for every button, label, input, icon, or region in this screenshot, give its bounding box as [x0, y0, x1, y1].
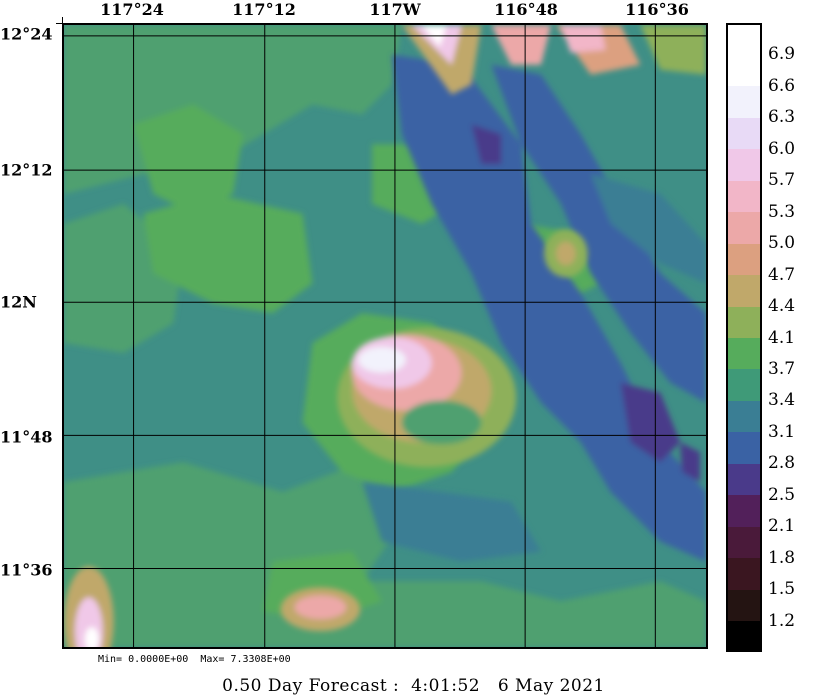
legend-label: 1.2: [768, 610, 796, 631]
tick: [62, 17, 63, 23]
lon-label: 117°24: [100, 0, 164, 19]
lat-label: 11°36: [0, 560, 53, 580]
legend-swatch: [726, 494, 762, 527]
contour-map: [64, 25, 706, 647]
legend-label: 6.6: [768, 75, 796, 96]
lon-label: 117W: [369, 0, 421, 19]
map-area[interactable]: [62, 23, 708, 649]
lon-label: 116°36: [625, 0, 689, 19]
legend-label: 2.8: [768, 453, 796, 474]
legend-swatch: [726, 211, 762, 244]
grid-lines: [64, 25, 706, 647]
legend-label: 3.1: [768, 421, 796, 442]
legend-label: 5.0: [768, 233, 796, 254]
lat-label: 12N: [0, 292, 37, 312]
legend-label: 5.7: [768, 170, 796, 191]
legend-swatch: [726, 54, 762, 87]
legend-label: 5.3: [768, 201, 796, 222]
blue-bands: [362, 54, 706, 562]
legend-label: 1.5: [768, 579, 796, 600]
tick: [56, 23, 62, 24]
legend-swatch: [726, 589, 762, 622]
legend-swatch: [726, 620, 762, 653]
legend-swatch: [726, 274, 762, 307]
legend-swatch: [726, 117, 762, 150]
lat-label: 11°48: [0, 427, 53, 447]
lat-label: 12°24: [0, 24, 53, 44]
legend-swatch: [726, 148, 762, 181]
green-regions: [64, 25, 706, 647]
legend-label: 6.0: [768, 138, 796, 159]
legend-label: 2.5: [768, 484, 796, 505]
lon-label: 116°48: [494, 0, 558, 19]
legend-swatch: [726, 180, 762, 213]
lon-label: 117°12: [232, 0, 296, 19]
legend-label: 1.8: [768, 547, 796, 568]
high-spots: [64, 229, 588, 647]
legend-swatch: [726, 557, 762, 590]
legend-label: 3.7: [768, 358, 796, 379]
legend-swatch: [726, 400, 762, 433]
legend-swatch: [726, 368, 762, 401]
legend-label: 6.9: [768, 44, 796, 65]
legend-swatch: [726, 85, 762, 118]
color-legend: 1.2 1.5 1.8 2.1 2.5 2.8 3.1 3.4 3.7 4.1 4.4 4.7 5.0 5…: [726, 23, 827, 653]
legend-label: 4.1: [768, 327, 796, 348]
legend-label: 2.1: [768, 516, 796, 537]
legend-label: 4.4: [768, 296, 796, 317]
lat-label: 12°12: [0, 160, 53, 180]
legend-swatch: [726, 463, 762, 496]
min-max-readout: Min= 0.0000E+00 Max= 7.3308E+00: [98, 654, 291, 665]
legend-label: 3.4: [768, 390, 796, 411]
legend-label: 6.3: [768, 107, 796, 128]
legend-swatch: [726, 526, 762, 559]
legend-swatch: [726, 23, 762, 55]
legend-label: 4.7: [768, 264, 796, 285]
legend-swatch: [726, 337, 762, 370]
legend-swatch: [726, 243, 762, 276]
forecast-footer: 0.50 Day Forecast : 4:01:52 6 May 2021: [222, 676, 605, 696]
legend-swatch: [726, 431, 762, 464]
legend-swatch: [726, 306, 762, 338]
